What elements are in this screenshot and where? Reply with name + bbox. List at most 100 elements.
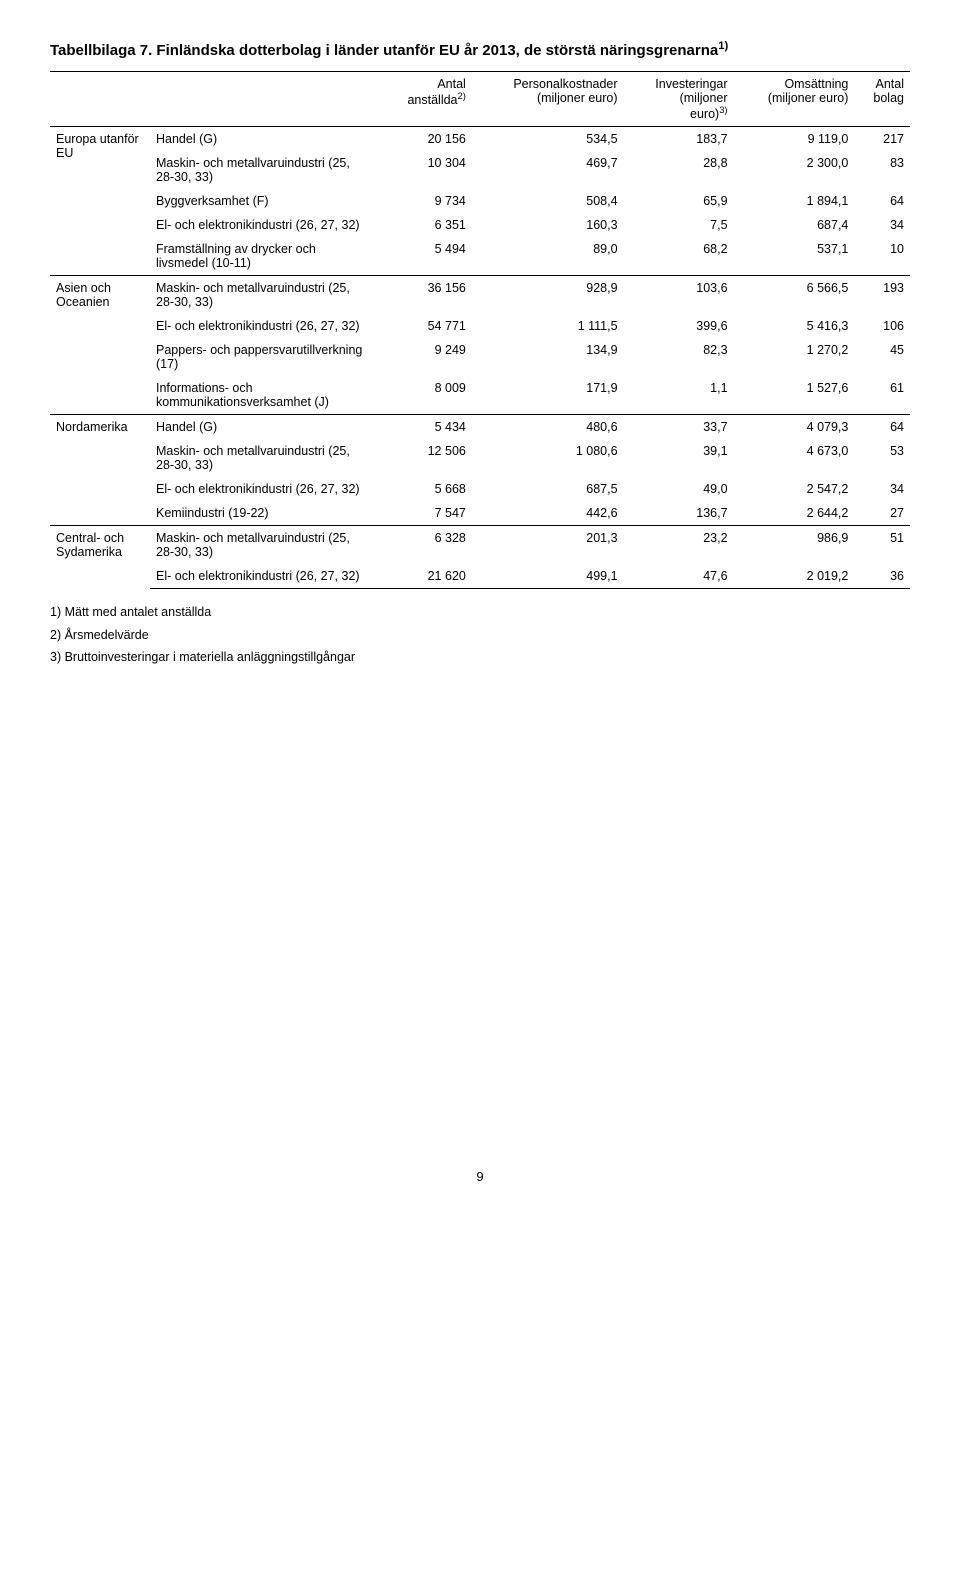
table-row: Pappers- och pappersvarutillverkning (17… (50, 338, 910, 376)
cell-value: 5 494 (380, 237, 472, 276)
c3l2: (miljoner euro) (537, 91, 618, 105)
cell-value: 160,3 (472, 213, 624, 237)
cell-value: 54 771 (380, 314, 472, 338)
col-omsattning: Omsättning (miljoner euro) (734, 72, 855, 127)
table-row: Maskin- och metallvaruindustri (25, 28-3… (50, 151, 910, 189)
row-label: El- och elektronikindustri (26, 27, 32) (150, 564, 380, 589)
row-label: Framställning av drycker och livsmedel (… (150, 237, 380, 276)
cell-value: 5 668 (380, 477, 472, 501)
cell-value: 687,4 (734, 213, 855, 237)
col-antal-anstallda: Antal anställda2) (380, 72, 472, 127)
cell-value: 23,2 (624, 526, 734, 565)
c3l1: Personalkostnader (513, 77, 617, 91)
cell-value: 399,6 (624, 314, 734, 338)
cell-value: 508,4 (472, 189, 624, 213)
c6l1: Antal (876, 77, 905, 91)
cell-value: 5 434 (380, 415, 472, 440)
cell-value: 1 080,6 (472, 439, 624, 477)
cell-value: 64 (854, 189, 910, 213)
cell-value: 51 (854, 526, 910, 565)
col-personalkostnader: Personalkostnader (miljoner euro) (472, 72, 624, 127)
row-label: Informations- och kommunikationsverksamh… (150, 376, 380, 415)
cell-value: 12 506 (380, 439, 472, 477)
cell-value: 83 (854, 151, 910, 189)
data-table: Antal anställda2) Personalkostnader (mil… (50, 71, 910, 589)
cell-value: 10 304 (380, 151, 472, 189)
row-label: El- och elektronikindustri (26, 27, 32) (150, 213, 380, 237)
region-cell: Nordamerika (50, 415, 150, 526)
cell-value: 34 (854, 477, 910, 501)
cell-value: 89,0 (472, 237, 624, 276)
table-row: Informations- och kommunikationsverksamh… (50, 376, 910, 415)
table-row: El- och elektronikindustri (26, 27, 32)5… (50, 314, 910, 338)
cell-value: 6 328 (380, 526, 472, 565)
cell-value: 469,7 (472, 151, 624, 189)
cell-value: 61 (854, 376, 910, 415)
cell-value: 480,6 (472, 415, 624, 440)
cell-value: 49,0 (624, 477, 734, 501)
cell-value: 27 (854, 501, 910, 526)
c5l1: Omsättning (784, 77, 848, 91)
cell-value: 53 (854, 439, 910, 477)
cell-value: 9 734 (380, 189, 472, 213)
cell-value: 65,9 (624, 189, 734, 213)
table-title: Tabellbilaga 7. Finländska dotterbolag i… (50, 40, 910, 59)
table-row: Framställning av drycker och livsmedel (… (50, 237, 910, 276)
c4l1: Investeringar (655, 77, 727, 91)
cell-value: 1 894,1 (734, 189, 855, 213)
cell-value: 20 156 (380, 127, 472, 152)
c4l2: (miljoner (680, 91, 728, 105)
cell-value: 201,3 (472, 526, 624, 565)
cell-value: 34 (854, 213, 910, 237)
row-label: Maskin- och metallvaruindustri (25, 28-3… (150, 276, 380, 315)
c2l1: Antal (437, 77, 466, 91)
row-label: Kemiindustri (19-22) (150, 501, 380, 526)
row-label: Maskin- och metallvaruindustri (25, 28-3… (150, 526, 380, 565)
table-row: Kemiindustri (19-22)7 547442,6136,72 644… (50, 501, 910, 526)
cell-value: 47,6 (624, 564, 734, 589)
header-row: Antal anställda2) Personalkostnader (mil… (50, 72, 910, 127)
table-row: El- och elektronikindustri (26, 27, 32) 6… (50, 213, 910, 237)
col-antal-bolag: Antal bolag (854, 72, 910, 127)
cell-value: 1,1 (624, 376, 734, 415)
region-cell: Europa utanför EU (50, 127, 150, 276)
cell-value: 1 527,6 (734, 376, 855, 415)
cell-value: 39,1 (624, 439, 734, 477)
cell-value: 4 079,3 (734, 415, 855, 440)
c6l2: bolag (873, 91, 904, 105)
cell-value: 82,3 (624, 338, 734, 376)
cell-value: 193 (854, 276, 910, 315)
cell-value: 217 (854, 127, 910, 152)
cell-value: 183,7 (624, 127, 734, 152)
c4l3: euro) (690, 107, 719, 121)
footnote-1: 1) Mätt med antalet anställda (50, 601, 910, 624)
row-label: Handel (G) (150, 127, 380, 152)
cell-value: 986,9 (734, 526, 855, 565)
cell-value: 171,9 (472, 376, 624, 415)
cell-value: 103,6 (624, 276, 734, 315)
cell-value: 2 644,2 (734, 501, 855, 526)
col-desc (150, 72, 380, 127)
cell-value: 64 (854, 415, 910, 440)
cell-value: 1 111,5 (472, 314, 624, 338)
table-row: El- och elektronikindustri (26, 27, 32)5… (50, 477, 910, 501)
cell-value: 1 270,2 (734, 338, 855, 376)
footnote-3: 3) Bruttoinvesteringar i materiella anlä… (50, 646, 910, 669)
row-label: El- och elektronikindustri (26, 27, 32) (150, 477, 380, 501)
cell-value: 36 (854, 564, 910, 589)
region-cell: Asien och Oceanien (50, 276, 150, 415)
cell-value: 2 019,2 (734, 564, 855, 589)
cell-value: 7 547 (380, 501, 472, 526)
cell-value: 928,9 (472, 276, 624, 315)
cell-value: 28,8 (624, 151, 734, 189)
cell-value: 7,5 (624, 213, 734, 237)
table-row: Europa utanför EUHandel (G)20 156534,518… (50, 127, 910, 152)
cell-value: 2 547,2 (734, 477, 855, 501)
col-region (50, 72, 150, 127)
row-label: Maskin- och metallvaruindustri (25, 28-3… (150, 439, 380, 477)
region-cell: Central- och Sydamerika (50, 526, 150, 589)
row-label: Maskin- och metallvaruindustri (25, 28-3… (150, 151, 380, 189)
cell-value: 106 (854, 314, 910, 338)
cell-value: 136,7 (624, 501, 734, 526)
cell-value: 2 300,0 (734, 151, 855, 189)
